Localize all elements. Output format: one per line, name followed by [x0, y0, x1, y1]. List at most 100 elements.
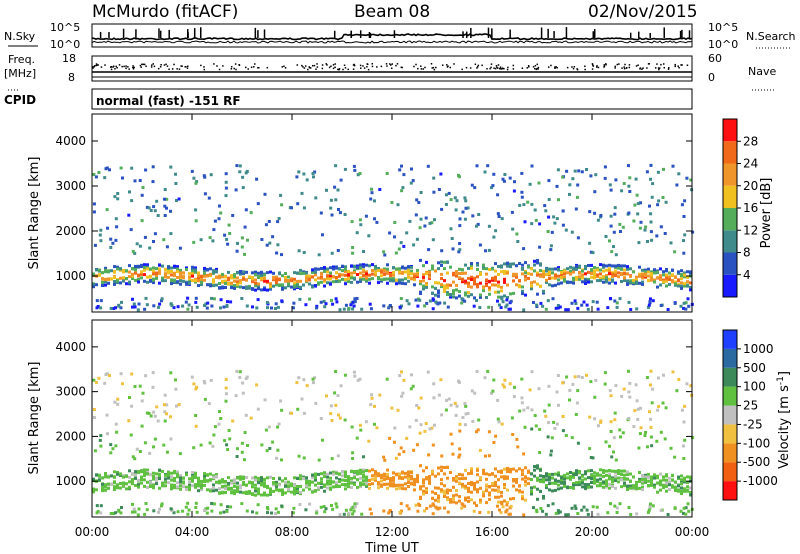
- power-cell: [116, 192, 120, 195]
- power-cell: [336, 249, 340, 252]
- velocity-cell: [581, 474, 584, 478]
- velocity-cell: [615, 506, 619, 510]
- velocity-cell: [682, 444, 685, 448]
- power-cell: [362, 250, 365, 253]
- velocity-cell: [576, 441, 580, 445]
- power-cell: [325, 188, 328, 192]
- velocity-cell: [463, 423, 467, 427]
- power-cell: [314, 267, 317, 271]
- power-cell: [224, 194, 228, 198]
- power-cell: [170, 270, 173, 273]
- velocity-cell: [95, 473, 98, 477]
- power-cell: [470, 262, 473, 265]
- power-cell: [350, 280, 353, 284]
- power-cell: [305, 274, 308, 278]
- velocity-cell: [533, 414, 537, 417]
- velocity-cell: [428, 480, 431, 484]
- velocity-cell: [619, 435, 622, 439]
- velocity-cell: [174, 378, 177, 382]
- velocity-cell: [669, 446, 673, 450]
- power-cell: [443, 289, 446, 293]
- velocity-cell: [143, 474, 146, 477]
- velocity-cell: [458, 481, 461, 485]
- velocity-cell: [207, 402, 211, 406]
- power-cell: [296, 279, 299, 283]
- power-cell: [661, 196, 665, 199]
- velocity-cell: [140, 399, 144, 403]
- velocity-cell: [329, 471, 332, 475]
- freq-point: [344, 67, 347, 69]
- velocity-cell: [218, 491, 221, 495]
- velocity-cell: [245, 491, 248, 495]
- velocity-cell: [563, 477, 566, 481]
- power-cell: [265, 243, 269, 247]
- velocity-cell: [431, 470, 434, 474]
- freq-point: [110, 68, 113, 71]
- freq-point: [141, 63, 143, 66]
- power-cell: [260, 273, 263, 277]
- power-cell: [626, 282, 629, 286]
- power-cell: [378, 188, 382, 191]
- power-cell: [572, 276, 575, 280]
- velocity-cell: [680, 474, 683, 478]
- power-cell: [623, 264, 626, 268]
- freq-point: [353, 64, 356, 67]
- power-cell: [362, 268, 365, 272]
- velocity-cell: [647, 472, 650, 476]
- power-cell: [353, 300, 357, 304]
- freq-point: [326, 64, 328, 66]
- power-cell: [503, 277, 506, 281]
- power-cell: [263, 286, 266, 290]
- velocity-cell: [560, 478, 563, 482]
- velocity-cell: [225, 509, 229, 513]
- velocity-cell: [360, 512, 364, 516]
- power-cell: [192, 240, 196, 244]
- velocity-cell: [463, 402, 467, 405]
- power-cell: [590, 270, 593, 274]
- power-cell: [615, 301, 619, 305]
- power-cell: [297, 249, 301, 253]
- power-cell: [416, 273, 419, 277]
- velocity-cell: [173, 483, 176, 487]
- velocity-cell: [659, 481, 662, 485]
- velocity-cell: [560, 480, 563, 484]
- power-cell: [254, 281, 257, 285]
- velocity-cell: [243, 458, 246, 462]
- power-cell: [184, 300, 188, 304]
- velocity-cell: [362, 482, 365, 486]
- velocity-cell: [236, 485, 239, 489]
- velocity-cell: [245, 509, 249, 513]
- velocity-cell: [203, 474, 206, 478]
- velocity-cell: [359, 483, 362, 487]
- power-cell: [117, 304, 121, 308]
- power-cell: [431, 238, 435, 242]
- velocity-cell: [341, 483, 344, 487]
- velocity-cell: [520, 401, 524, 405]
- velocity-cell: [197, 484, 200, 488]
- velocity-cell: [383, 477, 386, 481]
- velocity-cell: [365, 475, 368, 479]
- freq-point: [309, 67, 312, 69]
- power-cell: [320, 275, 323, 279]
- velocity-cell: [426, 370, 430, 374]
- power-cell: [614, 178, 618, 182]
- power-cell: [596, 307, 600, 311]
- velocity-cell: [268, 447, 272, 450]
- power-cell: [584, 279, 587, 283]
- freq-point: [337, 68, 339, 71]
- x-axis-label: Time UT: [364, 541, 418, 554]
- velocity-cell: [298, 503, 302, 506]
- power-cell: [584, 272, 587, 276]
- power-cell: [410, 277, 413, 281]
- velocity-cell: [349, 508, 353, 512]
- freq-point: [118, 64, 121, 66]
- power-cell: [437, 188, 441, 191]
- velocity-cell: [122, 481, 125, 485]
- velocity-cell: [641, 474, 644, 477]
- velocity-cell: [311, 377, 315, 381]
- power-cell: [128, 275, 131, 279]
- velocity-cell: [455, 493, 458, 497]
- velocity-cell: [588, 415, 592, 419]
- freq-point: [635, 65, 638, 67]
- power-cell: [212, 228, 216, 232]
